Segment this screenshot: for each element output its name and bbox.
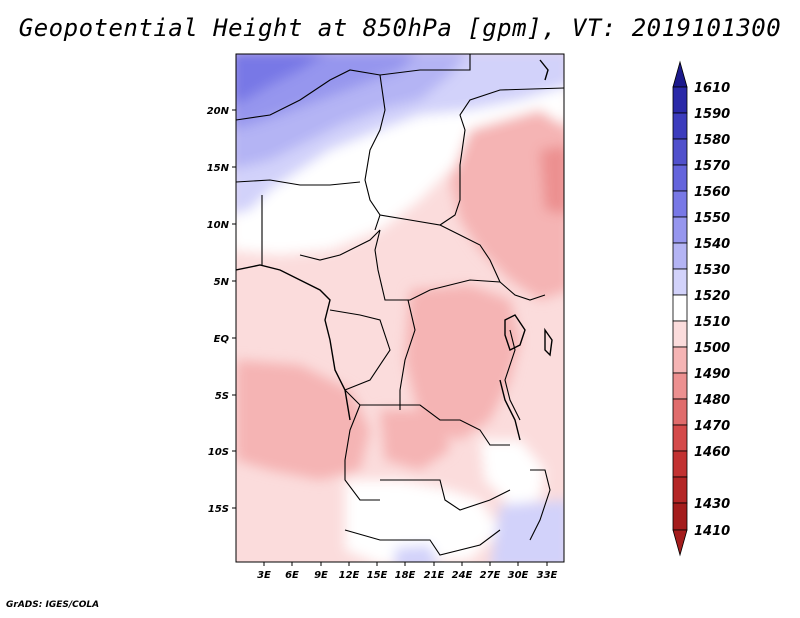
colorbar-bin: [672, 320, 688, 348]
colorbar-bin: [672, 398, 688, 426]
colorbar-label: 1580: [694, 133, 730, 148]
colorbar-bin: [672, 216, 688, 244]
colorbar-label: 1490: [694, 367, 730, 382]
lon-label: 27E: [480, 570, 501, 581]
colorbar-bin: [672, 138, 688, 166]
colorbar-label: 1520: [694, 289, 730, 304]
map-title: Geopotential Height at 850hPa [gpm], VT:…: [18, 14, 782, 42]
lon-label: 9E: [314, 570, 328, 581]
lat-label: 5S: [215, 391, 229, 402]
colorbar-bin: [672, 450, 688, 478]
lat-axis: 20N 15N 10N 5N EQ 5S 10S 15S: [207, 106, 236, 515]
lon-label: 12E: [339, 570, 360, 581]
lat-label: 5N: [214, 277, 230, 288]
lon-label: 15E: [367, 570, 388, 581]
colorbar-label: 1590: [694, 107, 730, 122]
colorbar-bin: [672, 346, 688, 374]
lon-axis: 3E 6E 9E 12E 15E 18E 21E 24E 27E 30E 33E: [257, 562, 558, 581]
lat-label: 15N: [207, 163, 230, 174]
colorbar-label: 1550: [694, 211, 730, 226]
colorbar-top-cap: [672, 60, 688, 88]
colorbar-label: 1500: [694, 341, 730, 356]
colorbar-bin: [672, 294, 688, 322]
colorbar-label: 1480: [694, 393, 730, 408]
colorbar-label: 1530: [694, 263, 730, 278]
lon-label: 30E: [508, 570, 529, 581]
colorbar-label: 1560: [694, 185, 730, 200]
lat-label: 20N: [207, 106, 230, 117]
colorbar: 1610 1590 1580 1570 1560 1550 1540 1530 …: [672, 60, 730, 557]
colorbar-label: 1510: [694, 315, 730, 330]
lon-label: 21E: [424, 570, 445, 581]
map-frame: [235, 53, 565, 563]
colorbar-label: 1410: [694, 524, 730, 539]
lon-label: 24E: [452, 570, 473, 581]
country-borders: [236, 54, 564, 556]
colorbar-label: 1460: [694, 445, 730, 460]
colorbar-bin: [672, 164, 688, 192]
lon-label: 3E: [257, 570, 271, 581]
contour-field: [236, 54, 564, 562]
colorbar-bin: [672, 476, 688, 504]
colorbar-label: 1540: [694, 237, 730, 252]
lat-label: 15S: [208, 504, 229, 515]
lon-label: 18E: [395, 570, 416, 581]
colorbar-bin: [672, 502, 688, 531]
grads-credit: GrADS: IGES/COLA: [6, 600, 100, 610]
colorbar-label: 1470: [694, 419, 730, 434]
colorbar-bin: [672, 372, 688, 400]
lat-label: 10S: [208, 447, 229, 458]
lat-label: EQ: [214, 334, 230, 345]
lon-label: 33E: [537, 570, 558, 581]
colorbar-bin: [672, 242, 688, 270]
colorbar-bottom-cap: [672, 529, 688, 557]
colorbar-bin: [672, 268, 688, 296]
lat-label: 10N: [207, 220, 230, 231]
colorbar-label: 1430: [694, 497, 730, 512]
colorbar-bin: [672, 86, 688, 114]
colorbar-label: 1570: [694, 159, 730, 174]
colorbar-label: 1610: [694, 81, 730, 96]
colorbar-bin: [672, 424, 688, 452]
colorbar-bin: [672, 112, 688, 140]
lon-label: 6E: [285, 570, 299, 581]
colorbar-bin: [672, 190, 688, 218]
